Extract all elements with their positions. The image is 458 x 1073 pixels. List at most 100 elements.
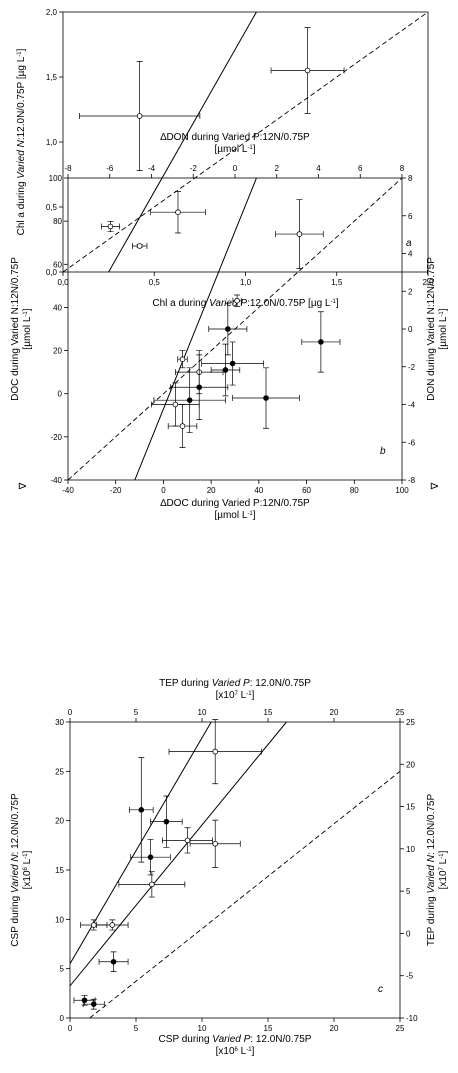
x-top-tick-label: 0: [68, 708, 73, 717]
y-right-tick-label: 20: [406, 760, 415, 769]
data-point: [225, 326, 231, 332]
top-axis-label: TEP during Varied P: 12.0N/0.75P: [159, 678, 311, 689]
x-axis-label: ∆DOC during Varied P:12N/0.75P: [160, 498, 310, 509]
x-top-tick-label: 0: [233, 164, 238, 173]
data-point: [138, 807, 145, 813]
y-right-tick-label: 0: [408, 325, 413, 334]
data-point: [229, 360, 236, 367]
x-tick-label: 0,0: [57, 278, 69, 287]
data-point: [304, 67, 311, 74]
y-tick-label: 20: [53, 347, 62, 356]
y-tick-label: 5: [60, 965, 65, 974]
y-right-tick-label: -2: [408, 363, 416, 372]
data-point: [234, 297, 240, 304]
x-top-tick-label: 20: [330, 708, 339, 717]
data-point: [90, 1001, 97, 1007]
one-to-one-line: [89, 770, 400, 1018]
x-tick-label: -40: [62, 486, 74, 495]
x-top-tick-label: 15: [264, 708, 273, 717]
data-point: [318, 339, 324, 345]
y-right-tick-label: 0: [406, 929, 411, 938]
y-tick-label: 20: [55, 817, 64, 826]
data-point: [212, 748, 219, 755]
y-tick-label: 25: [55, 767, 64, 776]
data-point: [81, 997, 88, 1004]
x-tick-label: 2,0: [422, 278, 434, 287]
data-point: [149, 881, 155, 888]
data-point: [109, 922, 116, 928]
regression-line: [134, 178, 257, 480]
x-tick-label: 20: [330, 1024, 339, 1033]
panel-label: a: [406, 238, 412, 249]
x-tick-label: 0: [68, 1024, 73, 1033]
x-top-tick-label: -6: [106, 164, 114, 173]
right-axis-unit: [µmol L-1]: [438, 308, 449, 349]
x-tick-label: 1,5: [331, 278, 343, 287]
y-right-tick-label: -10: [406, 1014, 418, 1023]
y-tick-label: -40: [50, 476, 62, 485]
x-top-tick-label: -4: [148, 164, 156, 173]
right-axis-label: DON during Varied N:12N/0.75P: [426, 257, 437, 401]
y-right-tick-label: -5: [406, 972, 414, 981]
x-top-tick-label: -2: [190, 164, 198, 173]
regression-line: [108, 12, 257, 272]
right-axis-unit: [x107 L-1]: [438, 850, 449, 889]
y-tick-label: 1,0: [46, 138, 58, 147]
data-point: [212, 840, 219, 847]
y-right-tick-label: -8: [408, 476, 416, 485]
y-tick-label: 15: [55, 866, 64, 875]
x-tick-label: 0,5: [149, 278, 161, 287]
right-axis-label: TEP during Varied N: 12.0N/0.75P: [426, 794, 437, 947]
y-axis-unit: [µmol L-1]: [22, 308, 33, 349]
x-tick-label: -20: [110, 486, 122, 495]
y-axis-label: Chl a during Varied N:12.0N/0.75P [µg L-…: [16, 48, 27, 235]
y-axis-label: CSP during Varied N: 12.0N/0.75P: [10, 793, 21, 947]
data-point: [90, 922, 97, 928]
x-top-tick-label: 5: [134, 708, 139, 717]
y-right-tick-label: 15: [406, 803, 415, 812]
y-tick-label: 100: [49, 174, 63, 183]
y-tick-label: 60: [53, 260, 62, 269]
y-tick-label: 0,0: [46, 268, 58, 277]
top-axis-unit: [µmol L-1]: [214, 144, 255, 155]
right-axis-symbol: ∇: [430, 482, 441, 490]
y-right-tick-label: 8: [408, 174, 413, 183]
x-tick-label: 20: [207, 486, 216, 495]
y-axis-symbol: ∇: [18, 482, 29, 490]
data-point: [147, 854, 154, 860]
y-tick-label: 1,5: [46, 73, 58, 82]
x-axis-unit: [x106 L-1]: [216, 1046, 255, 1057]
y-right-tick-label: 6: [408, 212, 413, 221]
data-point: [296, 231, 303, 237]
y-right-tick-label: 4: [408, 250, 413, 259]
y-tick-label: 0,5: [46, 203, 58, 212]
y-tick-label: 0: [58, 390, 63, 399]
y-axis-unit: [x106 L-1]: [22, 850, 33, 889]
y-tick-label: 10: [55, 915, 64, 924]
one-to-one-line: [63, 12, 428, 272]
x-top-tick-label: 25: [396, 708, 405, 717]
data-point: [136, 243, 143, 249]
data-point: [196, 384, 203, 391]
x-tick-label: 15: [264, 1024, 273, 1033]
data-point: [110, 958, 117, 965]
data-point: [163, 818, 170, 825]
regression-line-right: [70, 722, 287, 987]
x-tick-label: 5: [134, 1024, 139, 1033]
data-point: [179, 423, 186, 429]
x-top-tick-label: 6: [358, 164, 363, 173]
top-axis-label: ∆DON during Varied P:12N/0.75P: [160, 132, 310, 143]
data-point: [179, 356, 186, 363]
x-top-tick-label: 2: [275, 164, 280, 173]
x-tick-label: 80: [350, 486, 359, 495]
y-right-tick-label: 10: [406, 845, 415, 854]
data-point: [222, 367, 229, 373]
x-top-tick-label: -8: [64, 164, 72, 173]
y-tick-label: 30: [55, 718, 64, 727]
y-tick-label: 40: [53, 303, 62, 312]
x-tick-label: 25: [396, 1024, 405, 1033]
y-axis-label: DOC during Varied N:12N/0.75P: [10, 257, 21, 401]
